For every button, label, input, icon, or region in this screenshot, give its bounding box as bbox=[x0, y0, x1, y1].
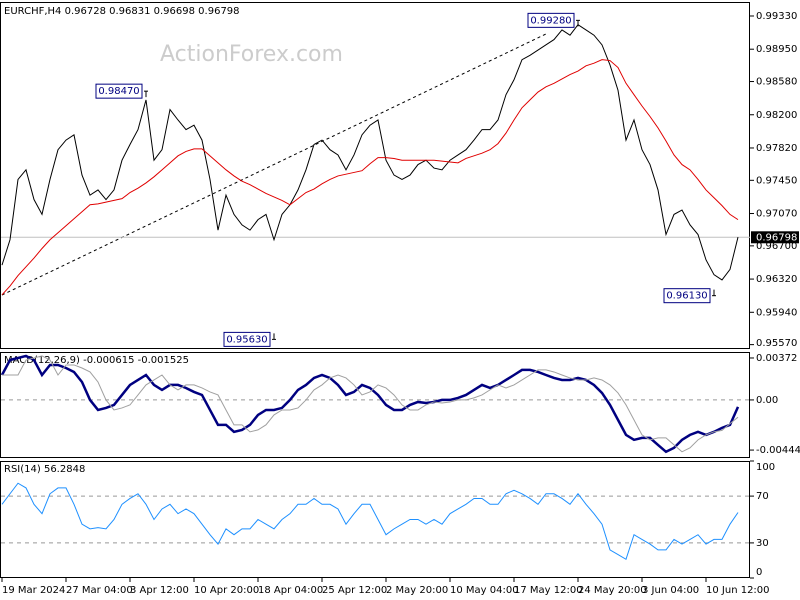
y-tick-label: 0.00 bbox=[756, 395, 778, 406]
series-line bbox=[0, 354, 740, 454]
price-panel bbox=[0, 2, 750, 349]
series-line bbox=[1, 59, 739, 296]
x-tick-label: 10 May 04:00 bbox=[450, 585, 519, 596]
x-tick-label: 27 Mar 04:00 bbox=[66, 585, 133, 596]
annotation-box bbox=[223, 331, 271, 347]
x-tick-label: 25 Apr 12:00 bbox=[322, 585, 387, 596]
annotation-box bbox=[527, 12, 575, 28]
x-tick-label: 17 May 12:00 bbox=[514, 585, 583, 596]
x-tick-label: 3 Jun 04:00 bbox=[642, 585, 699, 596]
rsi-title: RSI(14) 56.2848 bbox=[4, 464, 85, 475]
y-tick-label: 0.97820 bbox=[756, 143, 797, 154]
annotation-box bbox=[663, 288, 711, 304]
x-tick-label: 10 Jun 12:00 bbox=[706, 585, 770, 596]
y-tick-label: 0.98950 bbox=[756, 44, 797, 55]
x-tick-label: 2 May 20:00 bbox=[386, 585, 448, 596]
y-tick-label: 0.99330 bbox=[756, 11, 797, 22]
annotation-label: 0.96130 bbox=[666, 291, 707, 302]
x-tick-label: 24 May 20:00 bbox=[578, 585, 647, 596]
series-line bbox=[1, 482, 739, 561]
annotation-label: 0.98470 bbox=[98, 86, 139, 97]
annotation-label: 0.99280 bbox=[530, 15, 571, 26]
series-line bbox=[2, 355, 739, 453]
last-price-box bbox=[751, 231, 799, 244]
y-tick-label: 30 bbox=[756, 538, 769, 549]
y-tick-label: 0.98580 bbox=[756, 77, 797, 88]
y-tick-label: 0 bbox=[756, 567, 762, 578]
series-line bbox=[1, 24, 739, 281]
y-tick-label: 0.00372 bbox=[756, 353, 797, 364]
chart-title: EURCHF,H4 0.96728 0.96831 0.96698 0.9679… bbox=[4, 6, 240, 17]
y-tick-label: 0.96700 bbox=[756, 241, 797, 252]
x-tick-label: 10 Apr 20:00 bbox=[194, 585, 259, 596]
x-tick-label: 3 Apr 12:00 bbox=[130, 585, 189, 596]
rsi-panel bbox=[0, 461, 750, 578]
y-tick-label: 0.97450 bbox=[756, 175, 797, 186]
y-tick-label: 0.97070 bbox=[756, 209, 797, 220]
y-tick-label: 70 bbox=[756, 491, 769, 502]
x-tick-label: 18 Apr 04:00 bbox=[258, 585, 323, 596]
y-tick-label: 0.95940 bbox=[756, 307, 797, 318]
y-tick-label: 0.95570 bbox=[756, 338, 797, 349]
y-tick-label: 0.96320 bbox=[756, 274, 797, 285]
last-price-label: 0.96798 bbox=[756, 232, 797, 243]
annotation-label: 0.95630 bbox=[226, 334, 267, 345]
y-tick-label: 100 bbox=[756, 462, 775, 473]
watermark: ActionForex.com bbox=[160, 42, 343, 67]
macd-title: MACD(12,26,9) -0.000615 -0.001525 bbox=[4, 355, 189, 366]
y-tick-label: -0.004447 bbox=[756, 445, 800, 456]
annotation-box bbox=[95, 83, 143, 99]
macd-panel bbox=[0, 352, 750, 458]
x-tick-label: 19 Mar 2024 bbox=[2, 585, 65, 596]
y-tick-label: 0.98200 bbox=[756, 110, 797, 121]
trend-line bbox=[1, 32, 549, 296]
